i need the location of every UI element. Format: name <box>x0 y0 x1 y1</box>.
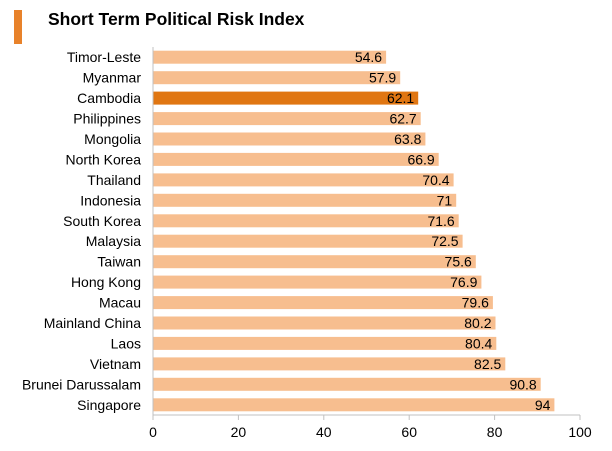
bar <box>153 71 401 85</box>
bar <box>153 296 493 310</box>
category-label: South Korea <box>63 213 141 229</box>
bar <box>153 316 496 330</box>
category-label: Vietnam <box>90 356 141 372</box>
x-tick-label: 20 <box>231 424 247 440</box>
value-label: 82.5 <box>474 356 501 372</box>
value-label: 71.6 <box>427 213 454 229</box>
category-label: North Korea <box>66 151 142 167</box>
title-accent-bar <box>14 10 22 44</box>
value-label: 63.8 <box>394 131 421 147</box>
category-label: Mainland China <box>44 315 141 331</box>
value-label: 75.6 <box>445 254 472 270</box>
value-label: 90.8 <box>509 376 536 392</box>
category-label: Philippines <box>73 111 141 127</box>
bar <box>153 91 419 105</box>
bar <box>153 193 457 207</box>
value-label: 66.9 <box>407 151 434 167</box>
x-tick-label: 100 <box>568 424 592 440</box>
value-label: 70.4 <box>422 172 449 188</box>
value-label: 62.7 <box>389 111 416 127</box>
category-label: Singapore <box>77 397 141 413</box>
bar <box>153 377 541 391</box>
x-tick-label: 40 <box>316 424 332 440</box>
category-label: Taiwan <box>97 254 141 270</box>
x-tick-label: 80 <box>487 424 503 440</box>
category-label: Indonesia <box>80 192 141 208</box>
value-label: 71 <box>437 192 453 208</box>
category-label: Brunei Darussalam <box>22 376 141 392</box>
bar <box>153 152 439 166</box>
value-label: 80.4 <box>465 335 492 351</box>
value-label: 72.5 <box>431 233 458 249</box>
bar <box>153 357 506 371</box>
bar <box>153 112 421 126</box>
category-label: Timor-Leste <box>67 49 141 65</box>
bar <box>153 173 454 187</box>
value-label: 80.2 <box>464 315 491 331</box>
bar <box>153 275 482 289</box>
value-label: 94 <box>535 397 551 413</box>
category-label: Malaysia <box>86 233 141 249</box>
bar <box>153 398 555 412</box>
bar <box>153 234 463 248</box>
value-label: 76.9 <box>450 274 477 290</box>
category-label: Laos <box>111 335 141 351</box>
x-tick-label: 60 <box>401 424 417 440</box>
bar <box>153 255 476 269</box>
category-label: Cambodia <box>77 90 141 106</box>
category-label: Hong Kong <box>71 274 141 290</box>
x-tick-label: 0 <box>149 424 157 440</box>
value-label: 79.6 <box>462 295 489 311</box>
bar <box>153 336 497 350</box>
category-label: Thailand <box>87 172 141 188</box>
value-label: 57.9 <box>369 70 396 86</box>
chart-title: Short Term Political Risk Index <box>48 9 305 29</box>
category-label: Macau <box>99 295 141 311</box>
bar <box>153 50 387 64</box>
category-label: Mongolia <box>84 131 141 147</box>
value-label: 54.6 <box>355 49 382 65</box>
bar <box>153 214 459 228</box>
bar <box>153 132 426 146</box>
value-label: 62.1 <box>387 90 414 106</box>
category-label: Myanmar <box>83 70 142 86</box>
